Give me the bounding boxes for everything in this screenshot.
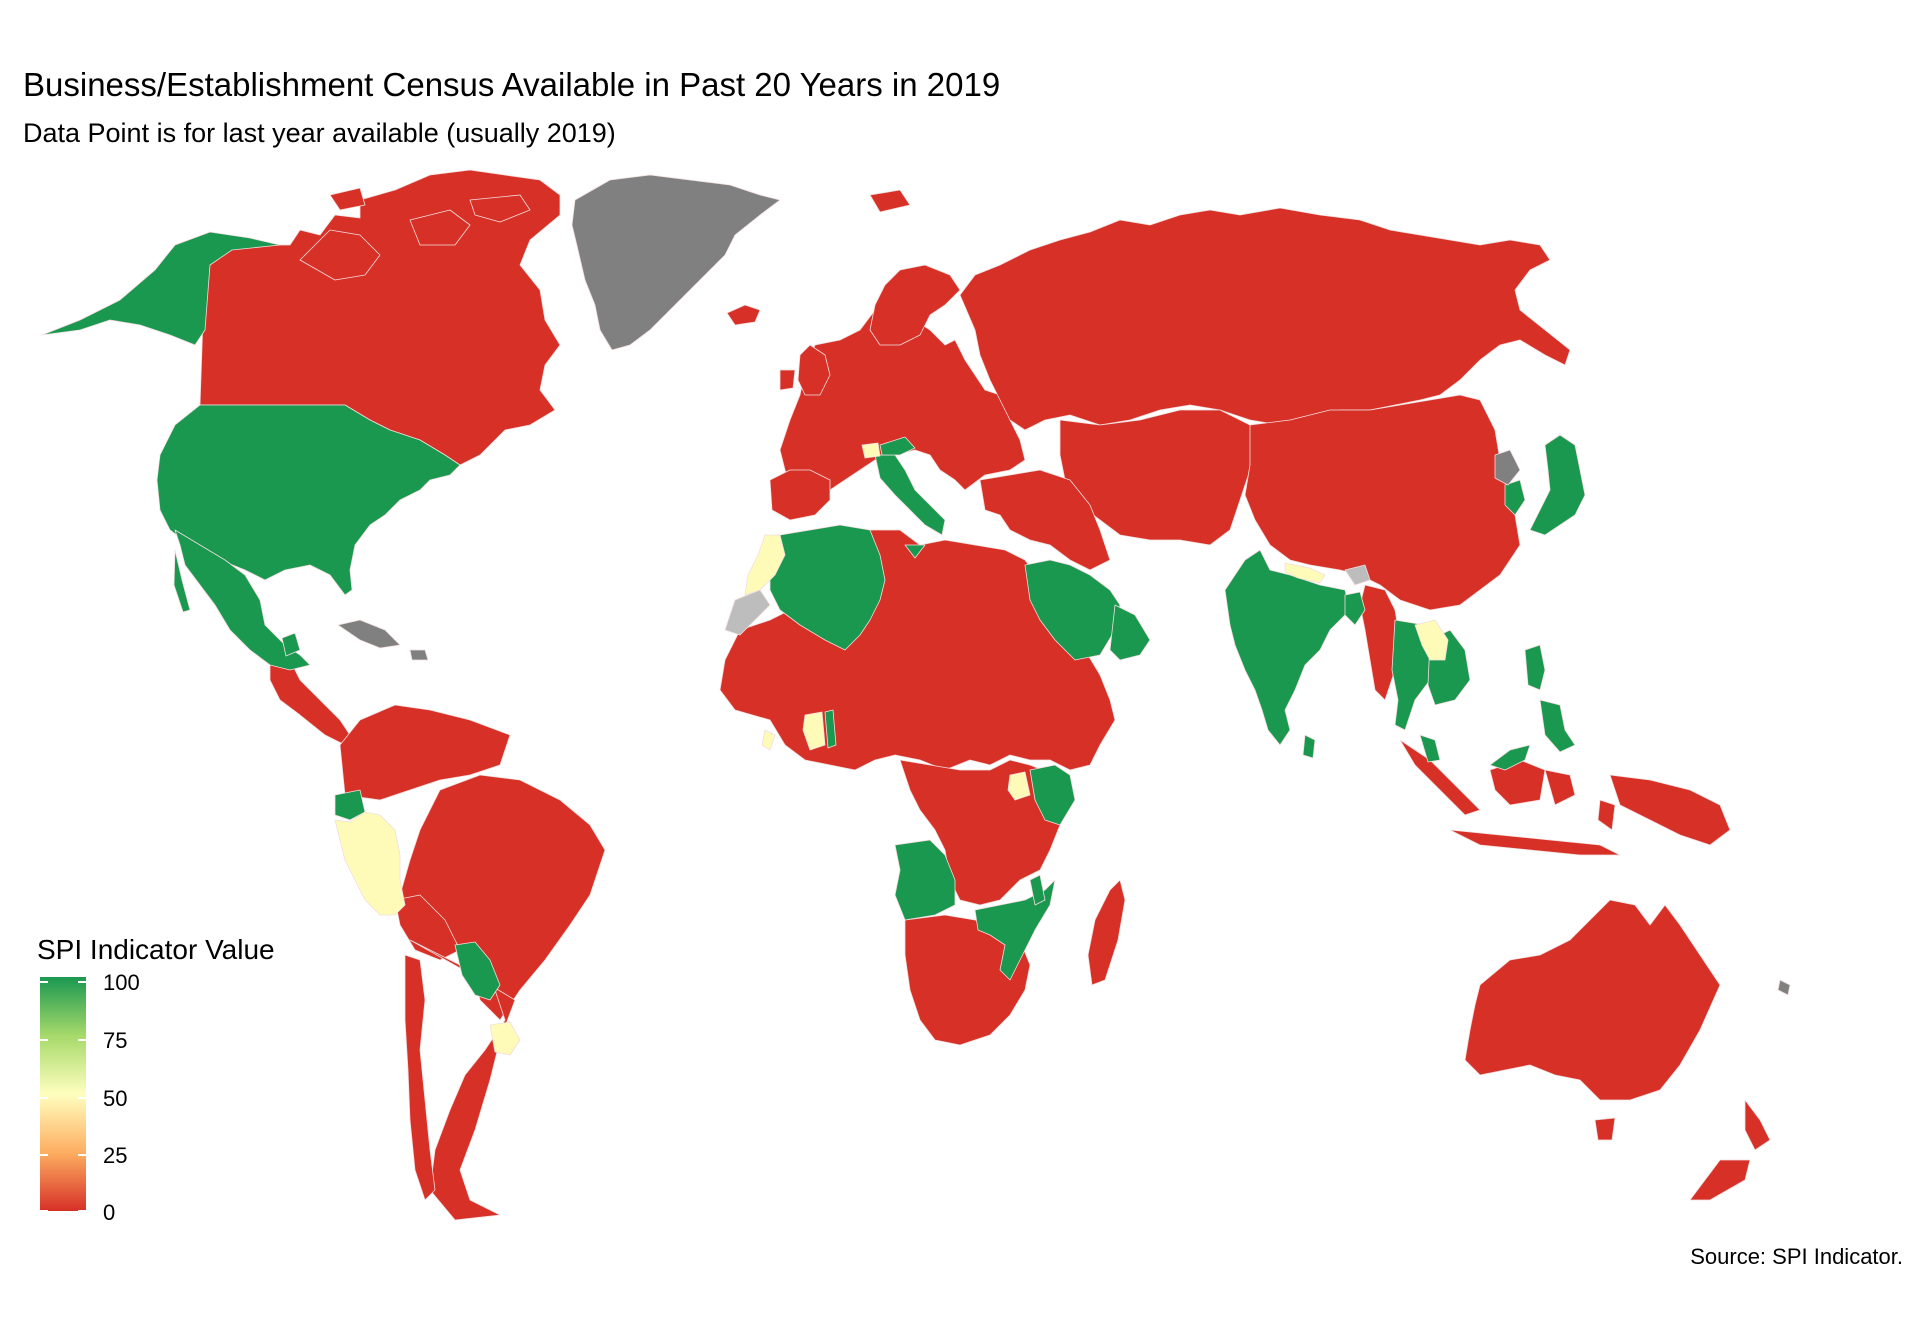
region-tasmania — [1594, 1117, 1616, 1141]
region-uganda[interactable] — [1007, 771, 1031, 801]
region-mexico[interactable] — [174, 529, 311, 671]
region-japan[interactable] — [1529, 434, 1586, 536]
region-bolivia[interactable] — [394, 894, 461, 961]
region-united-states[interactable] — [156, 404, 461, 596]
region-alaska[interactable] — [41, 231, 281, 346]
region-uruguay[interactable] — [489, 1021, 521, 1056]
region-austria[interactable] — [879, 436, 916, 456]
region-cuba[interactable] — [337, 619, 401, 649]
region-greenland[interactable] — [571, 174, 781, 351]
region-western-sahara[interactable] — [724, 589, 771, 636]
region-scandinavia[interactable] — [869, 264, 961, 346]
legend-title: SPI Indicator Value — [37, 934, 275, 965]
region-switzerland[interactable] — [861, 442, 881, 459]
region-iceland[interactable] — [726, 304, 761, 326]
legend-tick-label: 50 — [103, 1086, 128, 1111]
region-australia[interactable] — [1464, 899, 1721, 1101]
region-uk-ireland[interactable] — [779, 344, 831, 396]
region-chile-west[interactable] — [404, 954, 436, 1201]
region-india[interactable] — [1224, 549, 1351, 746]
region-nepal[interactable] — [1284, 562, 1326, 584]
region-malawi[interactable] — [1029, 874, 1046, 906]
legend-color-bar — [40, 977, 86, 1211]
region-sri-lanka — [1302, 734, 1316, 759]
region-angola[interactable] — [894, 839, 956, 921]
region-bhutan[interactable] — [1344, 564, 1371, 586]
region-south-korea[interactable] — [1504, 479, 1526, 516]
region-north-korea[interactable] — [1494, 449, 1521, 486]
region-ivory-coast-east — [761, 729, 776, 751]
region-middle-east[interactable] — [979, 469, 1111, 571]
region-russia[interactable] — [959, 207, 1571, 431]
region-madagascar[interactable] — [1087, 879, 1126, 986]
legend-tick-label: 100 — [103, 970, 140, 995]
region-guatemala[interactable] — [281, 632, 301, 657]
source-caption: Source: SPI Indicator. — [1690, 1244, 1903, 1269]
region-caribbean — [409, 649, 429, 661]
region-malaysia[interactable] — [1419, 734, 1531, 771]
region-bangladesh[interactable] — [1344, 591, 1366, 626]
region-paraguay[interactable] — [454, 941, 501, 1001]
legend-tick-label: 25 — [103, 1143, 128, 1168]
region-indonesia[interactable] — [1399, 739, 1731, 856]
region-iberia[interactable] — [769, 469, 831, 521]
chart-subtitle: Data Point is for last year available (u… — [23, 118, 616, 148]
region-algeria[interactable] — [769, 524, 886, 651]
region-ecuador[interactable] — [334, 789, 366, 821]
region-peru[interactable] — [334, 811, 406, 916]
chart-title: Business/Establishment Census Available … — [23, 66, 1001, 103]
region-brazil[interactable] — [399, 774, 606, 1021]
region-kenya[interactable] — [1029, 764, 1076, 826]
legend-tick-label: 75 — [103, 1028, 128, 1053]
region-oman[interactable] — [1109, 604, 1151, 661]
region-philippines[interactable] — [1524, 644, 1576, 753]
region-togo[interactable] — [824, 709, 837, 749]
region-canada-islands — [299, 187, 531, 281]
region-laos[interactable] — [1414, 619, 1449, 661]
region-central-america[interactable] — [269, 659, 351, 746]
region-new-caledonia — [1777, 979, 1791, 996]
region-italy[interactable] — [874, 454, 946, 559]
legend-tick-label: 0 — [103, 1200, 116, 1225]
region-svalbard — [869, 189, 911, 213]
region-china[interactable] — [1244, 394, 1521, 611]
region-ghana[interactable] — [802, 711, 826, 751]
region-baja — [173, 549, 191, 613]
region-myanmar[interactable] — [1359, 584, 1401, 701]
region-colombia-venezuela[interactable] — [339, 704, 511, 801]
region-new-zealand[interactable] — [1689, 1099, 1771, 1201]
